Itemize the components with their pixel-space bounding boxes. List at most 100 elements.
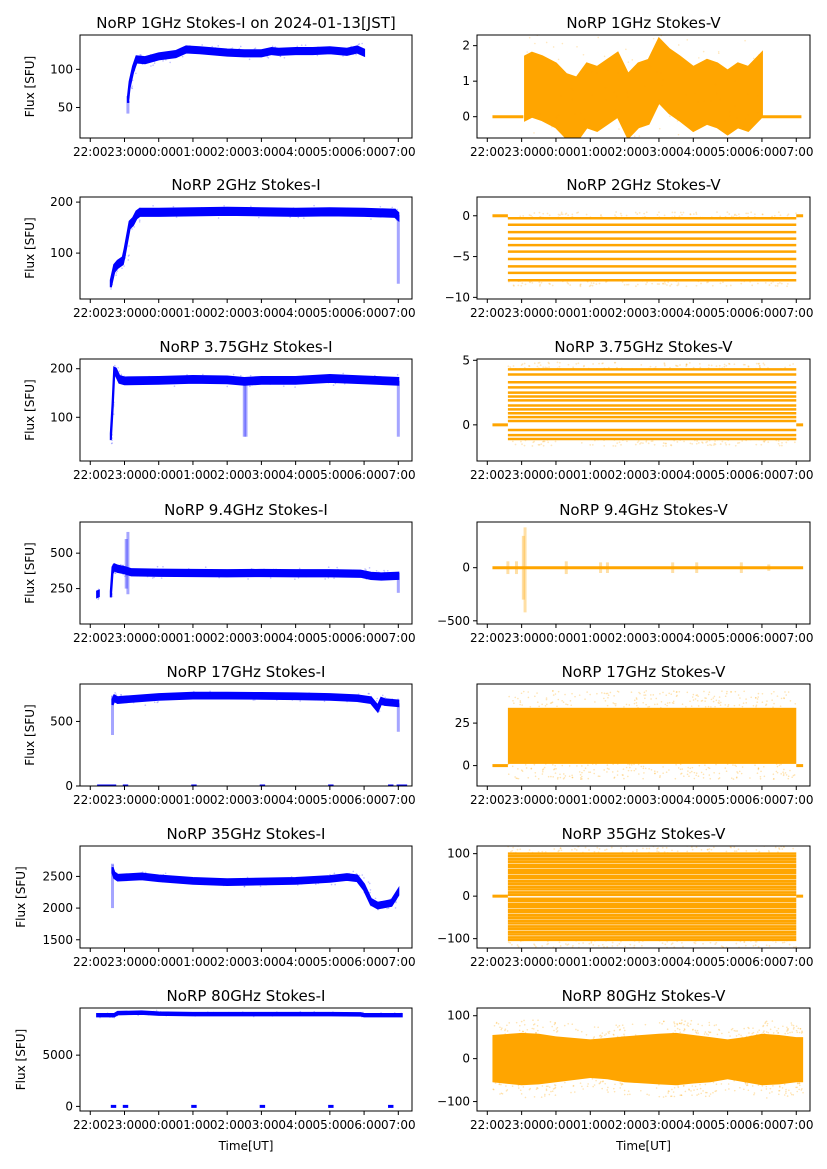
data-point: [785, 939, 788, 942]
data-point: [724, 704, 727, 706]
data-point: [622, 141, 624, 143]
data-point: [230, 48, 232, 50]
data-series: [111, 866, 400, 910]
data-point: [548, 214, 551, 217]
data-point: [332, 384, 335, 386]
data-point: [746, 1082, 749, 1085]
data-point: [111, 437, 114, 439]
data-point: [244, 572, 246, 575]
data-point: [714, 443, 717, 446]
data-point: [688, 1088, 690, 1091]
data-point: [151, 577, 154, 579]
data-point: [111, 277, 114, 280]
data-point: [752, 704, 755, 707]
data-point: [776, 1030, 778, 1032]
data-point: [592, 1085, 594, 1088]
data-point: [110, 1015, 113, 1018]
data-point: [615, 95, 618, 98]
data-point: [630, 691, 633, 694]
data-point: [633, 135, 636, 138]
data-point: [787, 1028, 790, 1030]
data-point: [576, 45, 578, 48]
data-point: [631, 368, 634, 370]
data-point: [750, 1035, 752, 1037]
data-point: [730, 777, 733, 779]
data-point: [683, 440, 685, 443]
data-point: [393, 208, 395, 210]
data-point: [782, 1025, 784, 1028]
x-tick-label: 23:00: [107, 955, 142, 969]
y-tick-label: 500: [50, 546, 73, 560]
data-point: [621, 851, 624, 854]
data-point: [707, 1034, 710, 1036]
data-point: [596, 846, 599, 849]
data-point: [111, 595, 114, 598]
data-point: [130, 225, 132, 228]
data-point: [648, 64, 651, 67]
data-point: [577, 362, 580, 365]
data-point: [665, 445, 667, 447]
data-point: [685, 363, 688, 366]
x-tick-label: 04:00: [278, 1118, 313, 1132]
data-point: [396, 1015, 398, 1017]
data-point: [707, 766, 710, 769]
data-point: [342, 372, 344, 375]
x-tick-label: 07:00: [779, 631, 814, 645]
data-point: [115, 375, 118, 377]
data-point: [689, 771, 691, 774]
data-point: [532, 441, 535, 444]
data-point: [331, 879, 334, 882]
data-point: [603, 697, 605, 700]
data-point: [677, 283, 680, 286]
data-point: [648, 767, 650, 770]
data-point: [742, 702, 745, 704]
data-point: [631, 850, 634, 853]
data-point: [627, 769, 630, 772]
data-point: [642, 777, 644, 780]
data-point: [556, 368, 558, 371]
data-point: [707, 1031, 710, 1033]
data-point: [700, 700, 703, 702]
data-point: [681, 703, 684, 706]
data-point: [117, 1012, 120, 1015]
data-point: [336, 1014, 338, 1017]
data-point: [572, 366, 575, 369]
data-point: [735, 776, 738, 778]
data-point: [580, 778, 582, 780]
data-point: [661, 1023, 663, 1025]
data-point: [338, 51, 341, 53]
data-point: [507, 365, 510, 368]
data-point: [141, 871, 144, 873]
data-point: [554, 1022, 557, 1025]
data-point: [708, 1021, 711, 1024]
data-point: [633, 763, 635, 765]
data-point: [558, 849, 561, 852]
data-point: [332, 1011, 334, 1013]
data-point: [543, 1095, 546, 1097]
data-point: [561, 280, 564, 283]
data-point: [592, 363, 595, 365]
data-point: [200, 206, 203, 209]
data-point: [607, 696, 609, 699]
data-point: [587, 764, 589, 766]
data-point: [274, 50, 276, 53]
data-point: [606, 69, 609, 71]
data-point: [714, 1090, 717, 1093]
data-point: [589, 216, 592, 219]
x-tick-label: 01:00: [573, 631, 608, 645]
data-point: [683, 1029, 685, 1032]
data-point: [656, 847, 658, 850]
data-point: [612, 702, 615, 704]
x-tick-label: 03:00: [642, 306, 677, 320]
data-point: [573, 113, 576, 115]
data-point: [715, 365, 718, 368]
data-point: [142, 61, 144, 64]
x-tick-label: 23:00: [107, 468, 142, 482]
data-point: [571, 1023, 574, 1026]
data-point: [754, 697, 757, 699]
data-point: [534, 695, 536, 698]
data-point: [757, 767, 760, 770]
data-point: [593, 772, 595, 775]
data-point: [264, 54, 266, 56]
